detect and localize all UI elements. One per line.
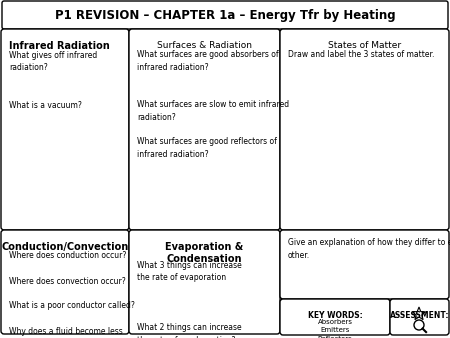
Text: ASSESSMENT:: ASSESSMENT: [390,311,449,320]
Text: Draw and label the 3 states of matter.: Draw and label the 3 states of matter. [288,50,434,59]
Text: Where does conduction occur?

Where does convection occur?

What is a poor condu: Where does conduction occur? Where does … [9,251,135,338]
FancyBboxPatch shape [280,29,449,230]
Text: What 3 things can increase
the rate of evaporation



What 2 things can increase: What 3 things can increase the rate of e… [137,261,242,338]
Text: Give an explanation of how they differ to each
other.: Give an explanation of how they differ t… [288,238,450,260]
Text: KEY WORDS:: KEY WORDS: [308,311,362,320]
Text: Evaporation &
Condensation: Evaporation & Condensation [166,242,243,264]
Text: What gives off infrared
radiation?


What is a vacuum?: What gives off infrared radiation? What … [9,50,97,110]
Text: States of Matter: States of Matter [328,41,401,50]
FancyBboxPatch shape [129,230,280,334]
Text: Absorbers
Emitters
Reflectors
Conduction
Conductor
Insulator: Absorbers Emitters Reflectors Conduction… [315,319,355,338]
Text: P1 REVISION – CHAPTER 1a – Energy Tfr by Heating: P1 REVISION – CHAPTER 1a – Energy Tfr by… [55,8,395,22]
FancyBboxPatch shape [1,230,129,334]
Text: Infrared Radiation: Infrared Radiation [9,41,110,51]
Text: Surfaces & Radiation: Surfaces & Radiation [157,41,252,50]
FancyBboxPatch shape [1,29,129,230]
FancyBboxPatch shape [129,29,280,230]
FancyBboxPatch shape [390,299,449,335]
FancyBboxPatch shape [280,299,390,335]
Text: Conduction/Convection: Conduction/Convection [1,242,129,252]
Text: What surfaces are good absorbers of
infrared radiation?


What surfaces are slow: What surfaces are good absorbers of infr… [137,50,289,159]
FancyBboxPatch shape [2,1,448,29]
FancyBboxPatch shape [280,230,449,299]
